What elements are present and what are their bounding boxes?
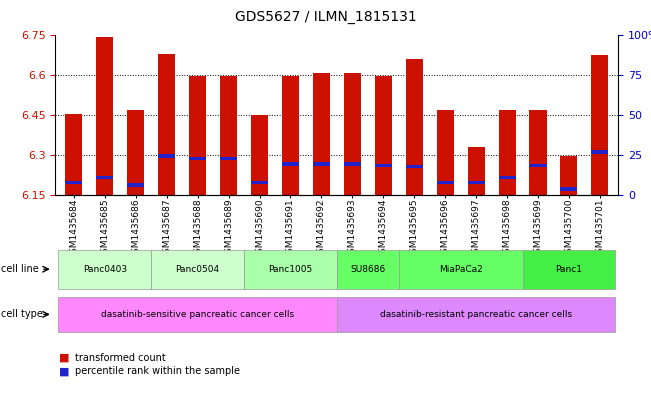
Bar xyxy=(282,77,299,195)
Bar xyxy=(344,72,361,195)
Bar xyxy=(251,181,268,184)
Text: SU8686: SU8686 xyxy=(350,265,385,274)
Bar xyxy=(561,156,577,195)
Bar xyxy=(591,151,609,154)
Bar xyxy=(437,181,454,184)
Bar xyxy=(591,55,609,195)
Bar xyxy=(96,37,113,195)
Bar xyxy=(467,181,484,184)
Text: ■: ■ xyxy=(59,353,69,363)
Text: Panc0504: Panc0504 xyxy=(176,265,220,274)
Text: Panc0403: Panc0403 xyxy=(83,265,127,274)
Text: cell type: cell type xyxy=(1,309,43,320)
Bar xyxy=(96,176,113,179)
Text: GDS5627 / ILMN_1815131: GDS5627 / ILMN_1815131 xyxy=(234,10,417,24)
Bar xyxy=(220,157,237,160)
Bar xyxy=(158,154,175,158)
Bar xyxy=(158,54,175,195)
Text: Panc1: Panc1 xyxy=(555,265,583,274)
Text: MiaPaCa2: MiaPaCa2 xyxy=(439,265,482,274)
Text: dasatinib-sensitive pancreatic cancer cells: dasatinib-sensitive pancreatic cancer ce… xyxy=(101,310,294,319)
Bar xyxy=(344,162,361,166)
Bar xyxy=(529,110,546,195)
Bar xyxy=(220,77,237,195)
Bar xyxy=(406,59,422,195)
Bar xyxy=(251,115,268,195)
Bar xyxy=(375,77,392,195)
Bar xyxy=(189,77,206,195)
Text: transformed count: transformed count xyxy=(75,353,165,363)
Bar xyxy=(437,110,454,195)
Bar xyxy=(499,110,516,195)
Bar xyxy=(529,163,546,167)
Bar xyxy=(499,176,516,179)
Bar xyxy=(65,181,83,184)
Bar xyxy=(313,162,330,166)
Bar xyxy=(561,187,577,191)
Text: percentile rank within the sample: percentile rank within the sample xyxy=(75,366,240,376)
Bar xyxy=(128,184,145,187)
Text: ■: ■ xyxy=(59,366,69,376)
Bar xyxy=(282,162,299,166)
Text: Panc1005: Panc1005 xyxy=(268,265,312,274)
Bar xyxy=(313,72,330,195)
Bar xyxy=(189,157,206,160)
Bar xyxy=(467,147,484,195)
Bar xyxy=(406,165,422,169)
Bar xyxy=(128,110,145,195)
Bar xyxy=(375,163,392,167)
Text: dasatinib-resistant pancreatic cancer cells: dasatinib-resistant pancreatic cancer ce… xyxy=(380,310,572,319)
Text: cell line: cell line xyxy=(1,264,39,274)
Bar xyxy=(65,114,83,195)
